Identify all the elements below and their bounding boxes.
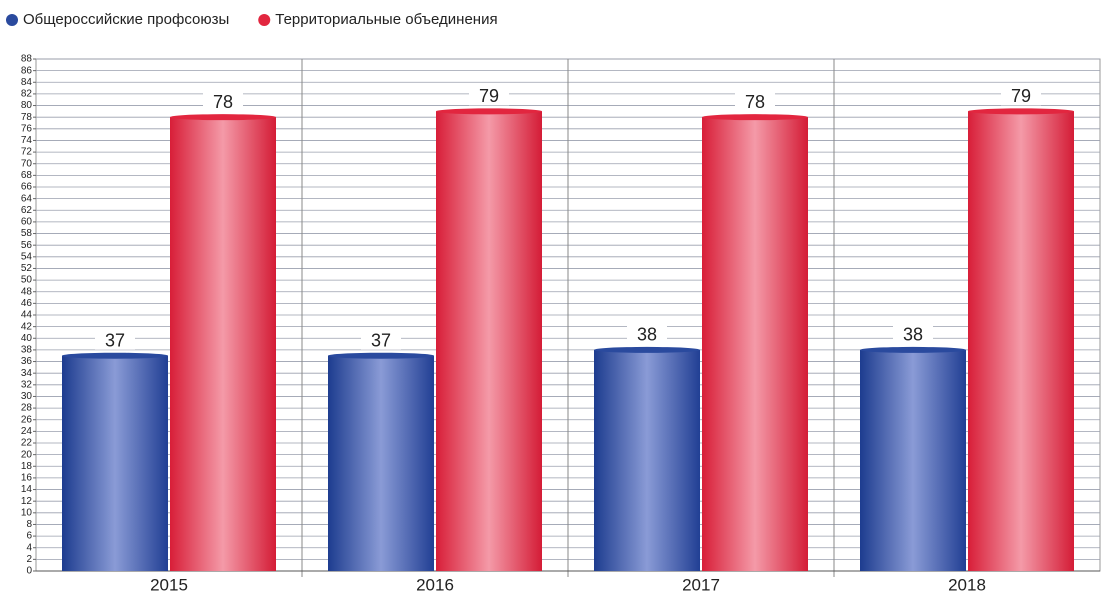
bar-cap [328,352,434,359]
y-tick-label: 58 [21,228,33,239]
y-tick-label: 0 [26,566,32,577]
y-tick-label: 66 [21,182,33,193]
y-tick-label: 10 [21,507,33,518]
y-tick-label: 44 [21,310,33,321]
y-tick-label: 22 [21,438,33,449]
y-tick-label: 14 [21,484,33,495]
y-tick-label: 50 [21,275,33,286]
bar [860,349,966,571]
y-tick-label: 62 [21,205,33,216]
y-tick-label: 12 [21,496,33,507]
bar-cap [436,108,542,115]
bar-cap [62,352,168,359]
y-tick-label: 2 [26,554,32,565]
y-tick-label: 52 [21,263,33,274]
bar [702,117,808,571]
y-tick-label: 76 [21,123,33,134]
data-label-bg [1001,87,1041,106]
y-tick-label: 8 [26,519,32,530]
legend-label: Общероссийские профсоюзы [23,11,229,28]
data-label: 37 [105,330,125,350]
y-tick-label: 4 [26,542,32,553]
data-label: 79 [479,86,499,106]
bar-cap [594,346,700,353]
x-tick-label: 2018 [948,575,986,594]
data-label-bg [735,93,775,112]
y-tick-label: 18 [21,461,33,472]
y-tick-label: 40 [21,333,33,344]
y-tick-label: 26 [21,414,33,425]
y-tick-label: 34 [21,368,33,379]
y-tick-label: 88 [21,54,33,65]
y-tick-label: 16 [21,473,33,484]
y-tick-label: 32 [21,379,33,390]
y-tick-label: 38 [21,345,33,356]
y-tick-label: 36 [21,356,33,367]
y-tick-label: 64 [21,193,33,204]
y-tick-label: 54 [21,251,33,262]
bar-cap [702,114,808,121]
bar [62,355,168,571]
bar [594,349,700,571]
y-tick-label: 20 [21,449,33,460]
y-tick-label: 46 [21,298,33,309]
y-tick-label: 74 [21,135,33,146]
data-label-bg [893,325,933,344]
y-tick-label: 82 [21,89,33,100]
bar-cap [968,108,1074,115]
y-tick-label: 86 [21,65,33,76]
bar [436,111,542,571]
y-tick-label: 78 [21,112,33,123]
y-tick-label: 28 [21,403,33,414]
bar-cap [860,346,966,353]
y-tick-label: 70 [21,158,33,169]
legend-label: Территориальные объединения [275,11,497,28]
legend-marker [6,14,18,26]
y-tick-label: 80 [21,100,33,111]
y-tick-label: 68 [21,170,33,181]
data-label: 79 [1011,86,1031,106]
data-label: 38 [903,325,923,345]
legend-marker [258,14,271,26]
bar [170,117,276,571]
y-tick-label: 48 [21,286,33,297]
y-tick-label: 84 [21,77,33,88]
y-tick-label: 24 [21,426,33,437]
bar-cap [170,114,276,121]
y-tick-label: 60 [21,217,33,228]
x-tick-label: 2017 [682,575,720,594]
x-tick-label: 2016 [416,575,454,594]
bar [328,355,434,571]
y-tick-label: 56 [21,240,33,251]
data-label-bg [361,331,401,350]
y-tick-label: 6 [26,531,32,542]
y-tick-label: 30 [21,391,33,402]
x-tick-label: 2015 [150,575,188,594]
data-label: 37 [371,330,391,350]
y-tick-label: 72 [21,147,33,158]
data-label-bg [627,325,667,344]
data-label: 78 [213,92,233,112]
data-label: 38 [637,325,657,345]
data-label-bg [203,93,243,112]
data-label: 78 [745,92,765,112]
data-label-bg [469,87,509,106]
data-label-bg [95,331,135,350]
y-tick-label: 42 [21,321,33,332]
bar [968,111,1074,571]
